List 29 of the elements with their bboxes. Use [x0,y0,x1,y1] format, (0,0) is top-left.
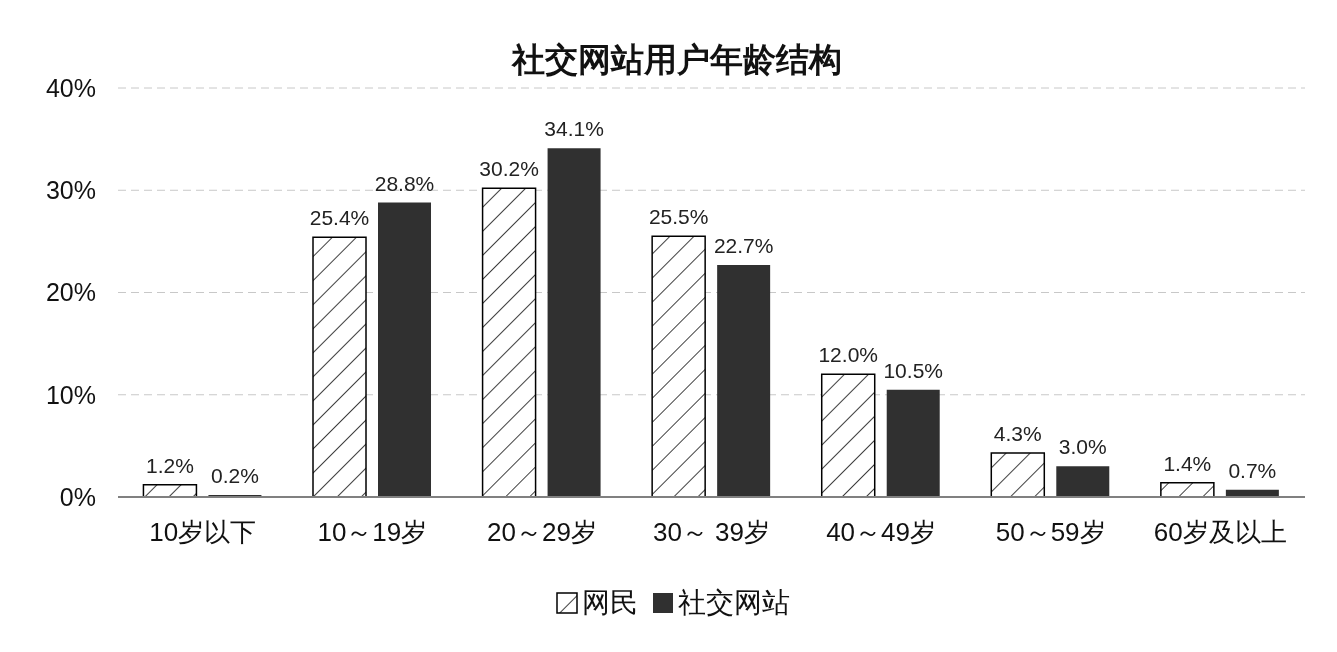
x-tick-label: 10岁以下 [149,517,257,548]
chart-title: 社交网站用户年龄结构 [512,41,842,78]
x-tick-label: 10～19岁 [317,517,428,548]
y-tick-label: 10% [45,380,96,409]
data-label: 25.5% [648,205,709,229]
data-label: 1.4% [1163,451,1212,475]
data-label: 30.2% [479,157,539,181]
x-tick-label: 20～29岁 [487,517,597,548]
data-label: 0.7% [1228,458,1277,482]
y-tick-label: 30% [45,176,96,205]
y-tick-label: 40% [45,73,96,102]
data-label: 12.0% [818,343,878,367]
data-label: 25.4% [309,206,370,230]
x-tick-label: 30～ 39岁 [652,517,771,548]
data-label: 10.5% [883,358,943,382]
y-tick-label: 0% [59,482,96,511]
x-tick-label: 40～49岁 [826,517,936,548]
legend-label: 网民 [580,586,638,620]
data-label: 34.1% [544,117,604,141]
data-label: 3.0% [1058,435,1107,459]
data-label: 28.8% [374,171,435,195]
y-tick-label: 20% [45,278,96,307]
data-label: 1.2% [146,453,194,477]
data-label: 4.3% [993,422,1042,446]
x-tick-label: 60岁及以上 [1153,517,1287,548]
data-label: 0.2% [211,463,259,487]
data-label: 22.7% [713,233,774,257]
legend-label: 社交网站 [676,586,790,620]
x-tick-label: 50～59岁 [995,517,1106,548]
